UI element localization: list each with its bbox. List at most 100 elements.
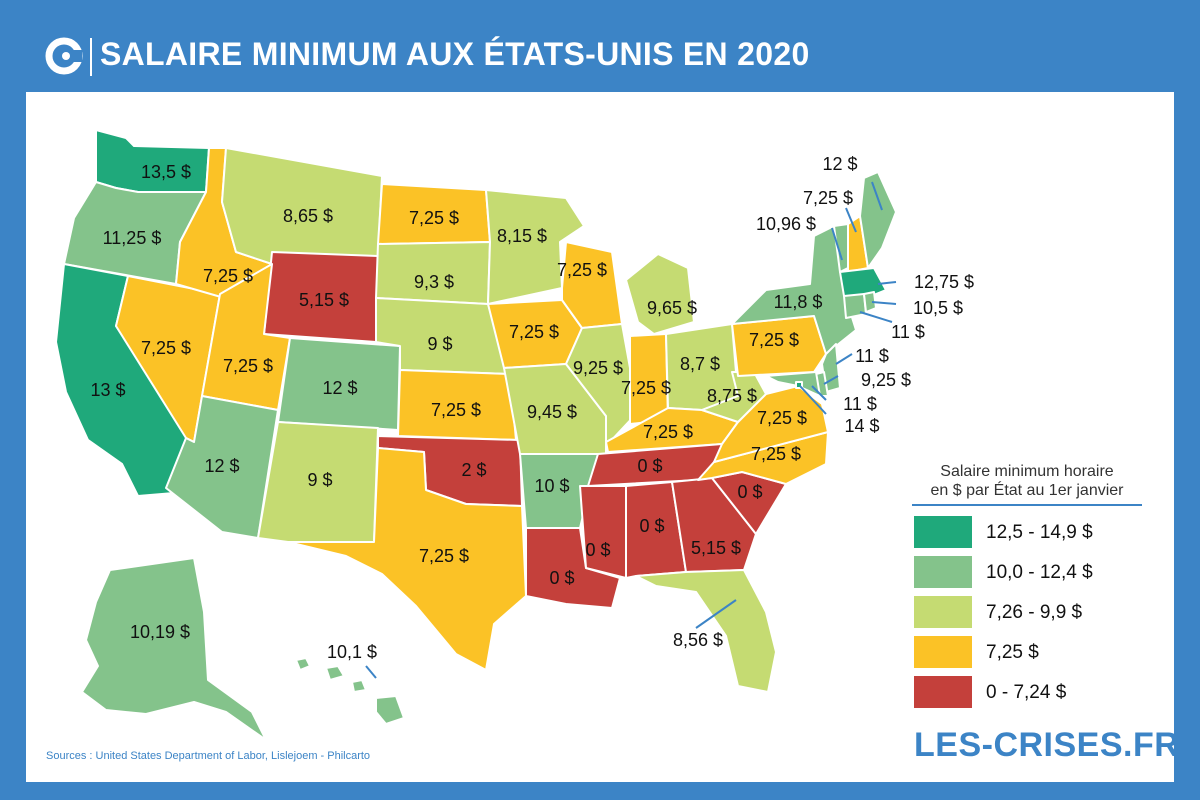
label-wa: 13,5 $ (141, 162, 191, 182)
label-mo: 9,45 $ (527, 402, 577, 422)
map-panel: 13,5 $ 11,25 $ 13 $ 7,25 $ 7,25 $ 8,65 $… (26, 92, 1179, 782)
legend-item: 0 - 7,24 $ (914, 676, 1144, 708)
label-or: 11,25 $ (103, 228, 162, 248)
label-ri: 10,5 $ (913, 298, 963, 318)
label-ma: 12,75 $ (914, 272, 974, 292)
legend-swatch (914, 556, 972, 588)
label-me: 12 $ (822, 154, 857, 174)
legend-divider (912, 504, 1142, 506)
label-nv: 7,25 $ (141, 338, 191, 358)
label-ms: 0 $ (585, 540, 610, 560)
label-il: 9,25 $ (573, 358, 623, 378)
legend-title-line1: Salaire minimum horaire (940, 463, 1114, 480)
title-separator (90, 38, 92, 76)
label-ny: 11,8 $ (774, 292, 823, 312)
legend-label: 12,5 - 14,9 $ (986, 522, 1093, 543)
leader-line (877, 281, 897, 285)
label-al: 0 $ (639, 516, 664, 536)
state-mi (625, 253, 695, 335)
label-wv: 8,75 $ (707, 386, 757, 406)
state-ma (839, 267, 887, 299)
leader-line (835, 353, 853, 365)
legend-item: 7,25 $ (914, 636, 1144, 668)
label-fl: 8,56 $ (673, 630, 723, 650)
legend-label: 7,25 $ (986, 642, 1039, 663)
label-dc: 14 $ (844, 416, 879, 436)
state-ak (81, 557, 267, 741)
label-tn: 0 $ (637, 456, 662, 476)
state-la (525, 527, 621, 609)
label-wy: 5,15 $ (299, 290, 349, 310)
label-va: 7,25 $ (757, 408, 807, 428)
label-hi: 10,1 $ (327, 642, 377, 662)
label-nj: 11 $ (855, 346, 889, 366)
legend-item: 7,26 - 9,9 $ (914, 596, 1144, 628)
label-in: 7,25 $ (621, 378, 671, 398)
legend-title: Salaire minimum horaire en $ par État au… (912, 462, 1142, 500)
label-ks: 7,25 $ (431, 400, 481, 420)
label-nh: 7,25 $ (803, 188, 853, 208)
label-pa: 7,25 $ (749, 330, 799, 350)
legend-swatch (914, 516, 972, 548)
label-de: 9,25 $ (861, 370, 911, 390)
label-id: 7,25 $ (203, 266, 253, 286)
state-wa (95, 129, 210, 193)
state-ct (843, 293, 867, 319)
label-az: 12 $ (204, 456, 239, 476)
label-ak: 10,19 $ (130, 622, 190, 642)
legend: Salaire minimum horaire en $ par État au… (912, 462, 1142, 712)
legend-item: 10,0 - 12,4 $ (914, 556, 1144, 588)
leader-line (831, 227, 843, 261)
label-ky: 7,25 $ (643, 422, 693, 442)
legend-item: 12,5 - 14,9 $ (914, 516, 1144, 548)
leader-line (859, 311, 893, 323)
state-tx (287, 447, 527, 671)
label-ar: 10 $ (534, 476, 569, 496)
sources-note: Sources : United States Department of La… (46, 750, 371, 762)
label-md: 11 $ (843, 394, 877, 414)
les-crises-c-logo-icon (45, 37, 83, 75)
label-oh: 8,7 $ (680, 354, 720, 374)
state-ms (579, 485, 627, 579)
state-fl (635, 569, 777, 693)
label-nd: 7,25 $ (409, 208, 459, 228)
label-tx: 7,25 $ (419, 546, 469, 566)
legend-swatch (914, 596, 972, 628)
legend-label: 0 - 7,24 $ (986, 682, 1067, 703)
leader-line (823, 375, 839, 385)
leader-line (799, 385, 827, 415)
leader-line (365, 665, 377, 679)
legend-swatch (914, 636, 972, 668)
label-ok: 2 $ (461, 460, 486, 480)
state-nj (821, 343, 841, 393)
label-ca: 13 $ (90, 380, 125, 400)
label-ia: 7,25 $ (509, 322, 559, 342)
state-ri (863, 291, 877, 313)
leader-line (845, 207, 857, 233)
state-md (765, 371, 821, 397)
us-states-map: 13,5 $ 11,25 $ 13 $ 7,25 $ 7,25 $ 8,65 $… (55, 129, 974, 741)
leader-line (811, 385, 827, 401)
label-ct: 11 $ (891, 322, 925, 342)
page-title: SALAIRE MINIMUM AUX ÉTATS-UNIS EN 2020 (100, 36, 810, 72)
state-me (859, 171, 897, 269)
label-co: 12 $ (322, 378, 357, 398)
label-ne: 9 $ (427, 334, 452, 354)
label-mn: 8,15 $ (497, 226, 547, 246)
label-nm: 9 $ (307, 470, 332, 490)
state-az (165, 395, 279, 539)
label-mi: 9,65 $ (647, 298, 697, 318)
legend-label: 7,26 - 9,9 $ (986, 602, 1083, 623)
label-ut: 7,25 $ (223, 356, 273, 376)
legend-title-line2: en $ par État au 1er janvier (930, 482, 1124, 499)
label-vt: 10,96 $ (756, 214, 816, 234)
label-nc: 7,25 $ (751, 444, 801, 464)
label-ga: 5,15 $ (691, 538, 741, 558)
label-wi: 7,25 $ (557, 260, 607, 280)
label-la: 0 $ (549, 568, 574, 588)
legend-label: 10,0 - 12,4 $ (986, 562, 1093, 583)
leader-line (871, 181, 883, 211)
legend-swatch (914, 676, 972, 708)
state-mn (485, 189, 585, 305)
